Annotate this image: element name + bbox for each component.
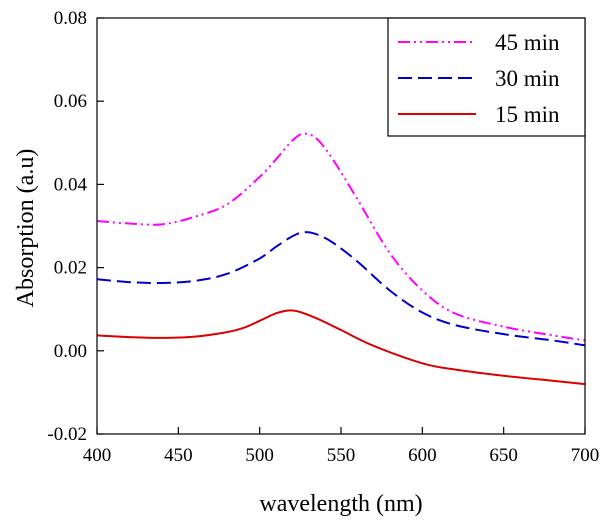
y-tick-label: 0.04 xyxy=(54,174,88,195)
y-tick-label: 0.08 xyxy=(54,8,87,29)
legend-label-30-min: 30 min xyxy=(495,66,560,91)
series-line-45-min xyxy=(96,132,586,342)
x-tick-label: 400 xyxy=(83,445,112,466)
y-tick-label: 0.00 xyxy=(54,341,87,362)
y-tick-label: -0.02 xyxy=(47,424,87,445)
x-tick-label: 650 xyxy=(489,445,518,466)
x-tick-label: 550 xyxy=(327,445,356,466)
legend-label-45-min: 45 min xyxy=(495,30,560,55)
series-line-15-min xyxy=(96,309,586,386)
x-axis-label: wavelength (nm) xyxy=(259,491,422,517)
legend-label-15-min: 15 min xyxy=(495,102,560,127)
series-line-30-min xyxy=(96,231,586,347)
x-tick-label: 500 xyxy=(245,445,274,466)
y-tick-label: 0.06 xyxy=(54,91,87,112)
x-tick-label: 600 xyxy=(408,445,437,466)
legend: 45 min 30 min 15 min xyxy=(387,17,586,137)
x-tick-label: 450 xyxy=(164,445,193,466)
y-tick-label: 0.02 xyxy=(54,258,87,279)
x-tick-label: 700 xyxy=(571,445,600,466)
plot-layer xyxy=(96,132,586,386)
y-axis-label: Absorption (a.u) xyxy=(13,149,39,308)
axes-layer: 400 450 500 550 600 650 700 -0.02 0.00 0.02 0.04 0.… xyxy=(47,8,599,466)
